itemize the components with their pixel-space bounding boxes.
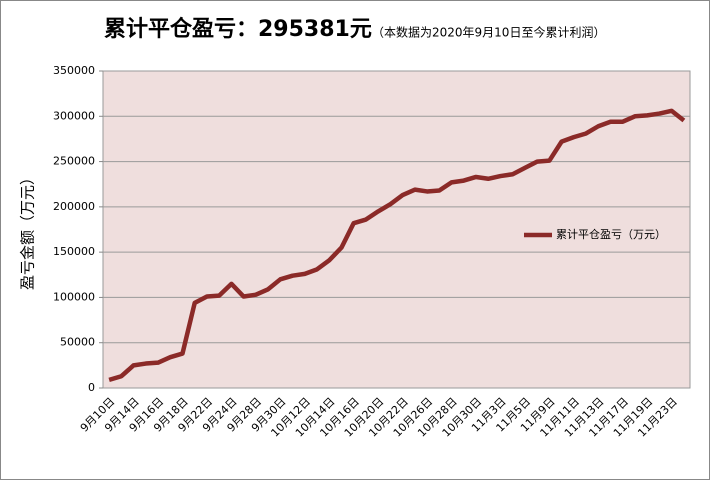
y-tick-label: 350000: [53, 64, 95, 77]
y-axis-label: 盈亏金额（万元）: [19, 170, 37, 290]
y-tick-label: 100000: [53, 290, 95, 303]
y-tick-label: 0: [88, 381, 95, 394]
plot-area: [102, 70, 691, 389]
y-tick-label: 300000: [53, 109, 95, 122]
chart-title: 累计平仓盈亏：295381元: [104, 16, 372, 42]
y-tick-label: 200000: [53, 200, 95, 213]
y-tick-label: 50000: [60, 336, 95, 349]
y-tick-label: 250000: [53, 155, 95, 168]
data-line: [108, 108, 686, 383]
y-tick-label: 150000: [53, 245, 95, 258]
legend-label: 累计平仓盈亏（万元）: [556, 227, 666, 241]
chart-subtitle: （本数据为2020年9月10日至今累计利润）: [372, 25, 605, 40]
